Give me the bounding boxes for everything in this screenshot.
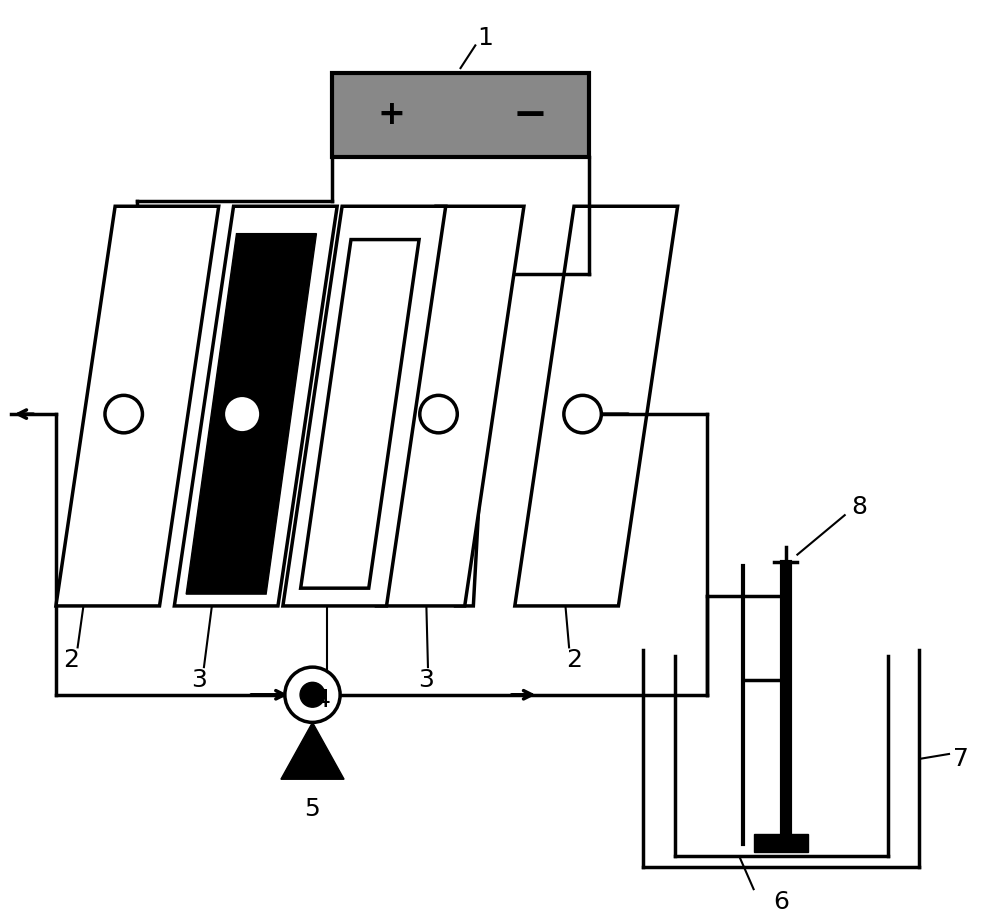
Text: 1: 1 [477, 27, 493, 50]
Polygon shape [283, 207, 446, 606]
Text: 3: 3 [418, 668, 434, 692]
Circle shape [285, 667, 340, 722]
Circle shape [300, 683, 325, 707]
Polygon shape [186, 234, 316, 594]
Text: 3: 3 [191, 668, 207, 692]
Text: 2: 2 [566, 648, 582, 672]
Circle shape [420, 396, 457, 433]
Bar [754, 834, 808, 852]
Text: 5: 5 [305, 797, 320, 821]
Bar [332, 73, 589, 157]
Polygon shape [281, 722, 344, 780]
Text: 7: 7 [953, 747, 969, 771]
Polygon shape [377, 207, 524, 606]
Polygon shape [515, 207, 678, 606]
Text: 8: 8 [852, 495, 868, 519]
Text: 4: 4 [314, 687, 330, 712]
Polygon shape [301, 239, 419, 589]
Polygon shape [56, 207, 219, 606]
Text: +: + [377, 99, 405, 132]
Text: 2: 2 [63, 648, 79, 672]
Text: 6: 6 [773, 890, 789, 914]
Circle shape [105, 396, 142, 433]
Polygon shape [456, 279, 491, 606]
Circle shape [223, 396, 261, 433]
Polygon shape [174, 207, 337, 606]
Circle shape [564, 396, 601, 433]
Text: −: − [512, 94, 547, 136]
